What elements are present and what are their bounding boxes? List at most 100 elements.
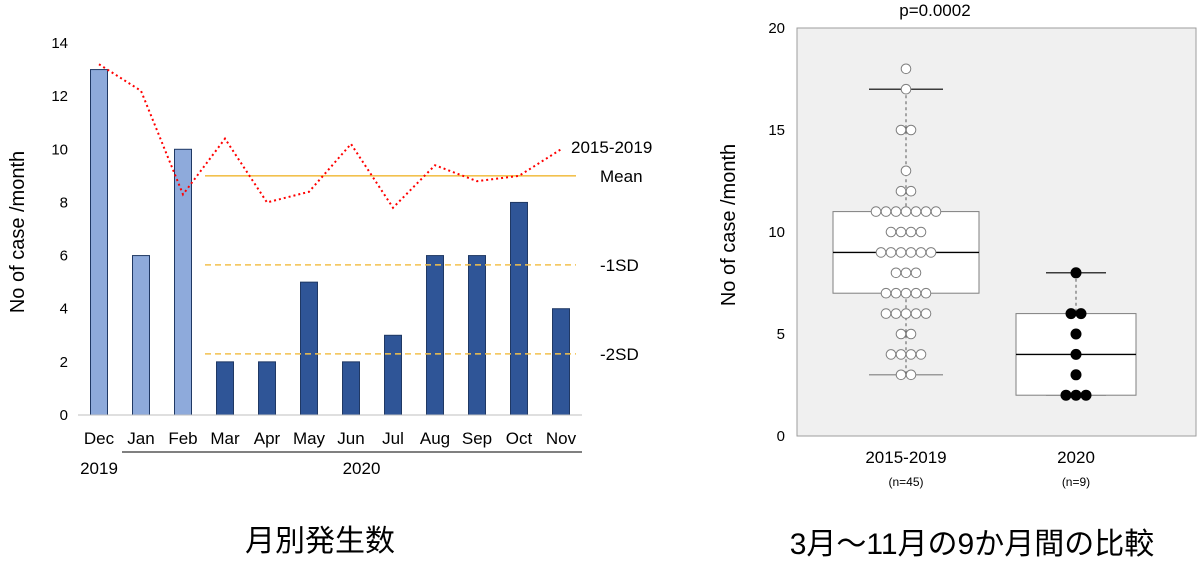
data-point — [905, 349, 917, 360]
series-label-2015-2019: 2015-2019 — [571, 138, 652, 157]
data-point — [890, 206, 902, 217]
reference-line-label: Mean — [600, 167, 643, 186]
month-tick-label: Feb — [168, 429, 197, 448]
month-tick-label: Jul — [382, 429, 404, 448]
right-y-tick-label: 0 — [777, 428, 785, 445]
data-point — [915, 349, 927, 360]
data-point — [910, 287, 922, 299]
month-tick-label: Nov — [546, 429, 577, 448]
data-point — [905, 185, 917, 197]
month-tick-label: Sep — [462, 429, 492, 448]
left-y-tick-label: 14 — [51, 35, 68, 52]
group-tick-label: 2020 — [1057, 448, 1095, 467]
data-point — [895, 349, 907, 360]
data-point — [905, 124, 917, 136]
bar — [174, 148, 192, 416]
data-point — [880, 206, 892, 217]
data-point — [880, 287, 892, 299]
data-point — [895, 124, 907, 136]
bar — [90, 69, 108, 416]
left-y-tick-label: 10 — [51, 141, 68, 158]
right-y-tick-label: 15 — [768, 122, 785, 139]
data-point — [1080, 389, 1092, 401]
right-y-tick-label: 20 — [768, 20, 785, 37]
data-point — [900, 63, 912, 75]
data-point — [895, 185, 907, 197]
data-point — [915, 247, 927, 258]
data-point — [895, 369, 907, 381]
bar — [258, 361, 276, 416]
bar — [384, 334, 402, 416]
data-point — [895, 226, 907, 238]
data-point — [1070, 328, 1082, 340]
data-point — [890, 267, 902, 279]
data-point — [930, 206, 942, 217]
series-line-2015-2019 — [98, 63, 562, 210]
data-point — [905, 328, 917, 340]
left-y-tick-label: 6 — [60, 248, 68, 265]
left-y-tick-label: 8 — [60, 194, 68, 211]
right-y-tick-label: 10 — [768, 224, 785, 241]
data-point — [1060, 389, 1072, 401]
data-point — [880, 308, 892, 319]
data-point — [895, 328, 907, 340]
right-chart-title: 3月～11月の9か月間の比較 — [790, 528, 1155, 561]
month-tick-label: Jun — [337, 429, 364, 448]
data-point — [900, 267, 912, 279]
year-label-2020: 2020 — [343, 459, 381, 478]
data-point — [910, 308, 922, 319]
p-value-annotation: p=0.0002 — [899, 1, 970, 20]
data-point — [915, 226, 927, 238]
reference-line-label: -1SD — [600, 256, 639, 275]
reference-line-label: -2SD — [600, 345, 639, 364]
year-label-2019: 2019 — [80, 459, 118, 478]
right-y-tick-label: 5 — [777, 326, 785, 343]
bar — [342, 361, 360, 416]
data-point — [910, 267, 922, 279]
month-tick-label: Jan — [127, 429, 154, 448]
data-point — [905, 226, 917, 238]
data-point — [885, 247, 897, 258]
data-point — [1070, 369, 1082, 381]
data-point — [895, 247, 907, 258]
data-point — [910, 206, 922, 217]
data-point — [900, 206, 912, 217]
month-tick-label: Apr — [254, 429, 281, 448]
group-n-label: (n=9) — [1062, 475, 1090, 489]
bar — [300, 281, 318, 416]
left-y-axis-label: No of case /month — [7, 151, 29, 313]
data-point — [900, 83, 912, 95]
bar — [216, 361, 234, 416]
right-y-axis-label: No of case /month — [718, 144, 740, 306]
data-point — [900, 287, 912, 299]
data-point — [920, 308, 932, 319]
bar — [132, 255, 150, 416]
data-point — [920, 287, 932, 299]
data-point — [1070, 348, 1082, 360]
data-point — [890, 287, 902, 299]
month-tick-label: May — [293, 429, 326, 448]
month-tick-label: Dec — [84, 429, 115, 448]
bar — [468, 255, 486, 416]
month-tick-label: Mar — [210, 429, 240, 448]
data-point — [885, 226, 897, 238]
bar — [510, 201, 528, 416]
month-tick-label: Oct — [506, 429, 533, 448]
data-point — [1075, 308, 1087, 320]
data-point — [900, 308, 912, 319]
group-n-label: (n=45) — [888, 475, 923, 489]
group-tick-label: 2015-2019 — [865, 448, 946, 467]
data-point — [905, 369, 917, 381]
data-point — [875, 247, 887, 258]
left-y-tick-label: 4 — [60, 301, 68, 318]
month-tick-label: Aug — [420, 429, 450, 448]
data-point — [900, 165, 912, 177]
data-point — [885, 349, 897, 360]
data-point — [890, 308, 902, 319]
data-point — [1070, 389, 1082, 401]
left-y-tick-label: 12 — [51, 88, 68, 105]
data-point — [905, 247, 917, 258]
data-point — [1070, 267, 1082, 279]
box-plot-chart: 0 5 10 15 20 2015-2019 (n=45) 2020 (n=9) No of c… — [718, 1, 1197, 561]
